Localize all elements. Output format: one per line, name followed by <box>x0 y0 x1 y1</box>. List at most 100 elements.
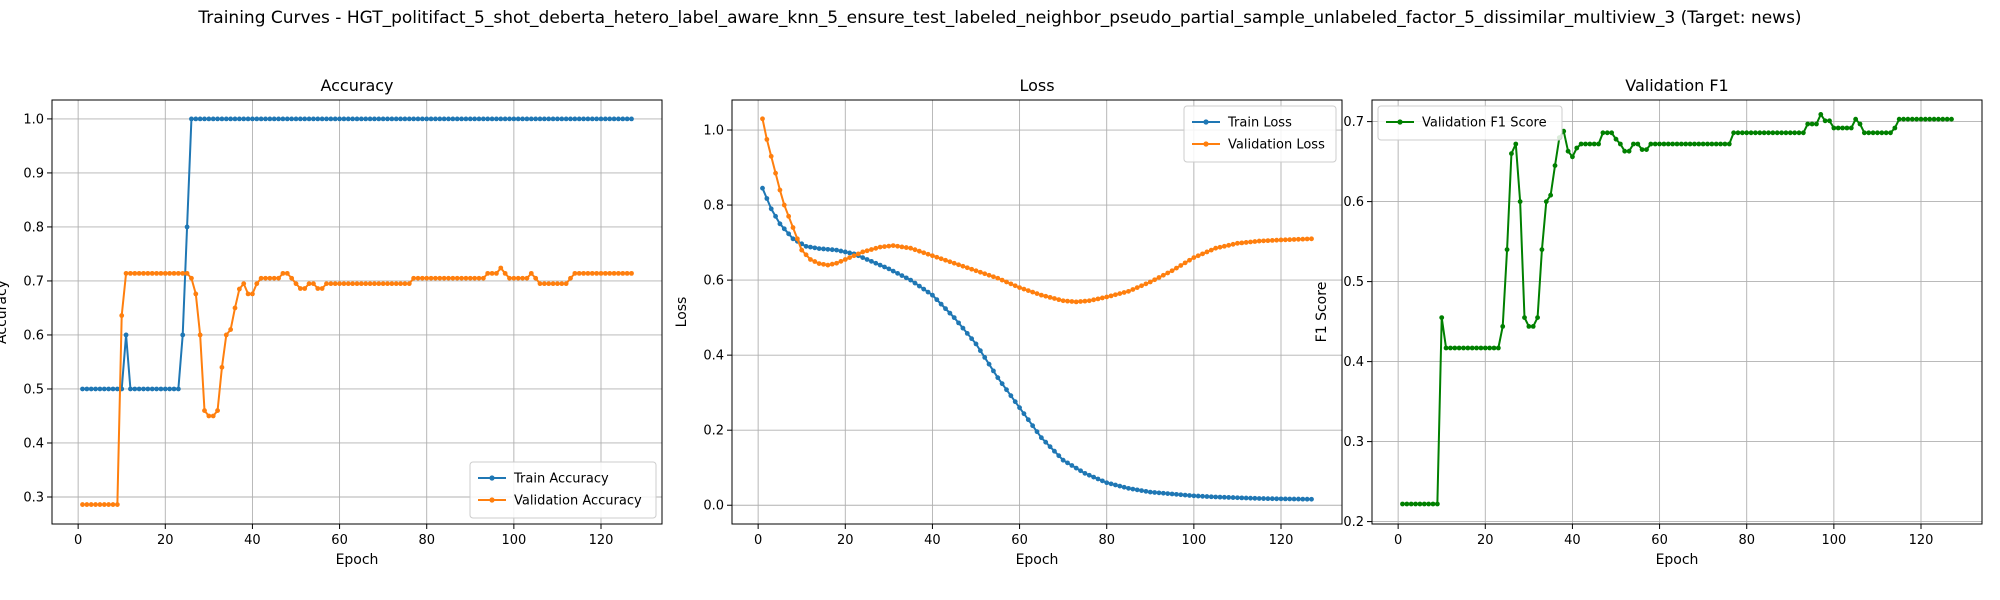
data-point <box>899 273 905 278</box>
data-point <box>175 270 181 276</box>
data-point <box>1282 496 1288 502</box>
data-point <box>406 281 412 287</box>
data-point <box>1287 496 1293 502</box>
data-point <box>489 116 495 122</box>
x-axis-label: Epoch <box>1016 552 1059 568</box>
data-point <box>324 281 329 287</box>
data-point <box>829 247 835 253</box>
data-point <box>808 257 813 262</box>
legend-box <box>1377 105 1563 141</box>
legend: Train Loss Validation Loss <box>1183 105 1337 163</box>
data-point <box>119 313 125 318</box>
data-point <box>1056 453 1062 459</box>
data-point <box>541 281 547 287</box>
data-point <box>1770 130 1776 136</box>
legend: Validation F1 Score <box>1377 105 1563 141</box>
data-point <box>97 502 103 507</box>
data-point <box>602 270 608 276</box>
data-point <box>1809 121 1815 127</box>
data-point <box>236 286 242 292</box>
data-point <box>1134 487 1140 493</box>
legend-box <box>469 461 657 519</box>
data-point <box>284 116 290 122</box>
data-point <box>825 262 831 268</box>
data-point <box>411 116 417 122</box>
x-tick-label: 80 <box>1738 533 1755 548</box>
data-point <box>572 116 578 122</box>
data-point <box>1230 495 1236 500</box>
y-tick-label: 0.2 <box>1343 515 1364 530</box>
data-point <box>1739 130 1745 136</box>
data-point <box>114 502 120 507</box>
data-point <box>1191 493 1197 499</box>
data-point <box>1174 491 1179 497</box>
data-point <box>1239 495 1245 501</box>
data-point <box>293 116 299 122</box>
data-point <box>834 247 839 253</box>
data-point <box>485 116 491 122</box>
data-point <box>895 243 900 249</box>
data-point <box>350 281 356 287</box>
data-point <box>886 243 892 249</box>
data-point <box>428 116 434 122</box>
data-point <box>480 116 486 122</box>
data-point <box>197 332 203 338</box>
data-point <box>123 332 129 338</box>
data-point <box>393 116 399 122</box>
data-point <box>1082 470 1088 476</box>
data-point <box>1034 291 1040 297</box>
y-tick-label: 0.0 <box>703 499 724 514</box>
data-point <box>258 275 264 281</box>
data-point <box>581 270 586 276</box>
data-point <box>106 502 112 507</box>
data-point <box>1069 299 1075 304</box>
chart-panel-3: Validation F1 0 20 40 60 80 100 120 0.2 0.3 0.4 0.5… <box>1314 76 1983 568</box>
data-point <box>502 116 508 122</box>
data-point <box>1530 324 1536 329</box>
data-point <box>908 245 914 251</box>
data-point <box>995 275 1001 281</box>
data-point <box>777 221 783 227</box>
data-point <box>123 270 129 276</box>
data-point <box>559 116 565 122</box>
data-point <box>903 245 909 250</box>
data-point <box>1583 141 1588 147</box>
series-1 <box>760 185 1314 502</box>
data-point <box>1043 293 1049 299</box>
data-point <box>816 246 822 251</box>
data-point <box>463 116 469 122</box>
data-point <box>1408 501 1414 507</box>
data-point <box>1491 345 1497 351</box>
data-point <box>363 281 369 287</box>
data-point <box>132 386 138 392</box>
data-point <box>991 368 996 374</box>
chart-panel-2: Loss 0 20 40 60 80 100 120 0.0 0.2 0.4 0.6 0.8 1.0 Epo… <box>674 76 1343 568</box>
data-point <box>821 246 826 252</box>
x-tick-label: 20 <box>157 533 174 548</box>
data-point <box>760 116 765 122</box>
data-point <box>1021 411 1027 417</box>
data-point <box>1875 130 1880 136</box>
data-point <box>1139 488 1144 494</box>
data-point <box>1922 116 1928 122</box>
data-point <box>1792 130 1798 136</box>
data-point <box>916 283 922 289</box>
data-point <box>441 116 447 122</box>
data-point <box>149 270 155 276</box>
data-point <box>1230 241 1236 247</box>
data-point <box>398 116 403 122</box>
data-point <box>1117 291 1123 297</box>
data-point <box>1152 277 1158 283</box>
data-point <box>1404 501 1410 507</box>
chart-title: Loss <box>1019 76 1054 95</box>
data-point <box>372 281 377 287</box>
data-point <box>1304 496 1310 502</box>
data-point <box>1187 493 1192 498</box>
data-point <box>986 361 992 367</box>
data-point <box>1779 130 1784 136</box>
data-point <box>951 315 957 321</box>
data-point <box>315 116 321 122</box>
data-point <box>1300 236 1306 242</box>
y-tick-label: 1.0 <box>703 124 724 139</box>
data-point <box>1008 393 1014 399</box>
